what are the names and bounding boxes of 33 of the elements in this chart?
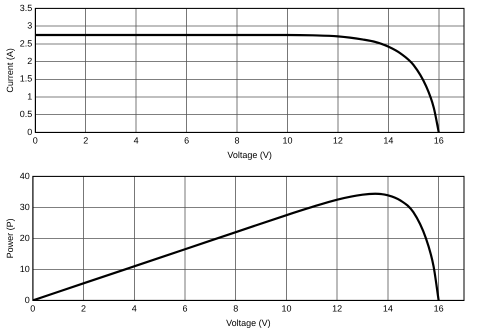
- x-tick-label: 6: [182, 303, 188, 314]
- y-tick-label: 1: [27, 91, 32, 102]
- x-tick-label: 4: [132, 303, 137, 314]
- x-tick-label: 16: [434, 303, 444, 314]
- y-axis-title: Power (P): [4, 218, 15, 258]
- y-tick-label: 3: [27, 20, 32, 31]
- x-tick-label: 10: [282, 135, 292, 146]
- x-tick-label: 8: [233, 303, 238, 314]
- x-axis-title: Voltage (V): [226, 318, 271, 328]
- x-tick-label: 6: [184, 135, 190, 146]
- y-tick-label: 2: [27, 56, 32, 66]
- x-tick-label: 4: [134, 135, 139, 146]
- x-tick-label: 12: [332, 135, 343, 146]
- y-tick-label: 10: [20, 264, 30, 274]
- y-tick-label: 0: [24, 294, 30, 305]
- y-tick-label: 0: [27, 126, 32, 137]
- y-tick-label: 3.5: [20, 2, 32, 13]
- y-tick-label: 20: [20, 232, 30, 243]
- x-tick-label: 2: [83, 135, 88, 146]
- x-tick-label: 10: [281, 303, 292, 314]
- x-axis-title: Voltage (V): [227, 150, 272, 160]
- x-tick-label: 2: [81, 303, 86, 314]
- y-axis-title: Current (A): [4, 48, 15, 93]
- y-tick-label: 1.5: [20, 74, 32, 84]
- y-tick-label: 30: [20, 202, 30, 212]
- x-tick-label: 12: [332, 303, 342, 314]
- x-tick-label: 8: [234, 135, 240, 146]
- y-tick-label: 0.5: [20, 109, 32, 120]
- x-tick-label: 14: [382, 303, 393, 314]
- x-tick-label: 14: [383, 135, 394, 146]
- y-tick-label: 2.5: [20, 38, 32, 48]
- x-tick-label: 16: [434, 135, 444, 146]
- y-tick-label: 40: [20, 170, 30, 181]
